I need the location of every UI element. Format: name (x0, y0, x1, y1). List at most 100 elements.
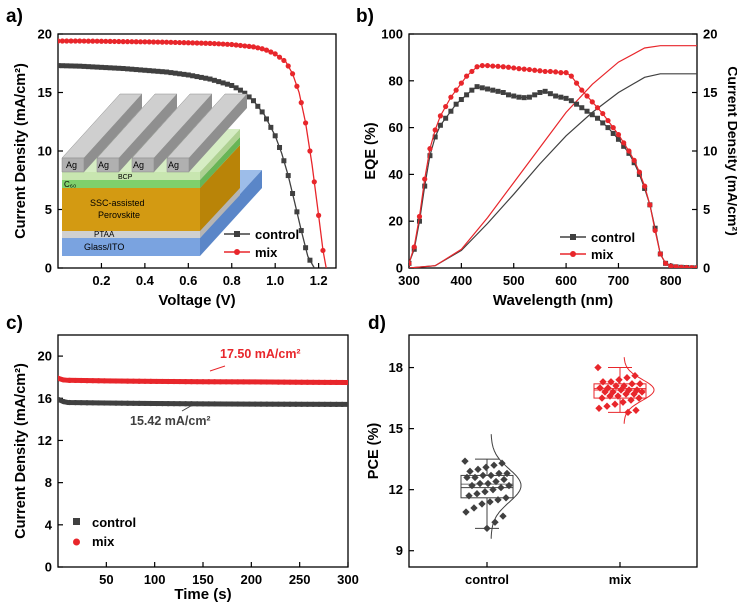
a-mix-point-5 (77, 38, 83, 44)
layer-perovskite-front (62, 188, 200, 231)
glass-ito-label: Glass/ITO (84, 242, 124, 252)
c-control-point-7 (96, 400, 102, 406)
a-control-point-8 (90, 64, 96, 70)
c-control-point-19 (165, 401, 171, 407)
d-mix-point-16 (601, 388, 609, 396)
panel-a-legend: control mix (224, 227, 299, 260)
a-control-point-20 (142, 67, 148, 73)
a-control-point-18 (133, 67, 139, 73)
b-mix-point-1 (411, 244, 417, 250)
c-mix-point-11 (119, 378, 125, 384)
a-control-point-25 (164, 69, 170, 75)
a-control-point-51 (277, 144, 283, 150)
c-mix-point-45 (316, 379, 322, 385)
b-control-point-18 (500, 90, 506, 95)
b-xtick-label-5: 800 (660, 273, 682, 288)
panel-c-ylabel: Current Density (mA/cm²) (13, 363, 29, 539)
d-ytick-label-3: 18 (389, 360, 403, 375)
a-mix-point-0 (58, 38, 61, 44)
b-mix-point-25 (537, 68, 543, 74)
b-control-point-35 (589, 112, 595, 118)
b-mix-point-4 (427, 146, 433, 152)
b-control-point-6 (437, 122, 443, 128)
d-control-point-6 (503, 469, 511, 478)
panel-b: 300 400 500 600 700 800 0 20 40 60 80 100 0 5 10 15 20… (363, 27, 737, 310)
legend-b-mix-marker (570, 251, 576, 257)
panel-b-frame (408, 33, 698, 269)
layer-c60-front (62, 180, 200, 188)
b-mix-point-53 (683, 264, 690, 268)
d-control-point-15 (476, 479, 484, 488)
b-right-ytick-label-0: 0 (703, 261, 710, 276)
c-control-point-14 (136, 400, 142, 406)
panel-d-ylabel: PCE (%) (366, 423, 382, 480)
panel-c-x-ticks: 50 100 150 200 250 300 (99, 562, 359, 587)
c-control-point-17 (154, 400, 160, 407)
d-xtick-label-0: control (465, 572, 509, 587)
bcp-label: BCP (118, 174, 133, 181)
b-control-point-9 (453, 101, 459, 107)
panel-d-boxes (460, 357, 655, 539)
d-control-point-20 (481, 488, 489, 496)
a-mix-point-56 (298, 100, 304, 106)
c-control-point-5 (84, 400, 90, 406)
c-mix-point-3 (72, 377, 78, 384)
b-mix-point-35 (589, 99, 595, 105)
b-ytick-label-4: 80 (389, 73, 403, 88)
a-control-point-33 (198, 74, 204, 80)
d-mix-point-3 (615, 376, 623, 384)
d-mix-point-21 (606, 392, 614, 400)
ag-label-2: Ag (98, 160, 109, 170)
d-control-point-4 (474, 465, 482, 473)
c-mix-point-38 (275, 379, 281, 385)
c-mix-point-1 (61, 377, 67, 383)
d-control-point-23 (502, 494, 510, 502)
a-control-point-27 (172, 70, 178, 76)
panel-a-y-ticks: 0 5 10 15 20 (38, 27, 63, 276)
b-control-point-12 (469, 87, 475, 93)
a-mix-point-32 (194, 40, 200, 46)
b-mix-point-28 (553, 69, 559, 75)
b-mix-point-7 (443, 103, 449, 110)
b-mix-point-51 (673, 264, 679, 268)
a-mix-point-2 (64, 38, 70, 44)
c-xtick-label-5: 300 (337, 572, 359, 587)
c-control-point-12 (125, 400, 131, 406)
c-mix-point-48 (333, 379, 339, 386)
a-mix-point-50 (272, 51, 278, 57)
b-mix-point-12 (469, 68, 475, 75)
d-control-point-31 (483, 524, 491, 533)
a-mix-point-41 (233, 42, 239, 48)
b-mix-point-47 (652, 227, 658, 234)
legend-c-mix-marker (73, 538, 80, 546)
a-mix-point-6 (81, 38, 87, 44)
a-control-point-35 (207, 76, 213, 82)
a-control-point-26 (168, 70, 174, 76)
d-mix-point-25 (619, 398, 627, 406)
c-xtick-label-2: 150 (192, 572, 214, 587)
d-xtick-label-1: mix (609, 572, 632, 587)
d-ytick-label-1: 12 (389, 482, 403, 497)
b-control-point-27 (547, 91, 553, 97)
b-control-point-33 (579, 105, 585, 111)
c-control-point-39 (281, 401, 287, 407)
c-control-point-3 (72, 399, 78, 406)
b-ytick-label-5: 100 (381, 27, 403, 42)
d-control-point-2 (490, 461, 498, 469)
layer-ptaa-side (200, 188, 240, 238)
d-control-point-24 (494, 496, 502, 504)
b-control-point-3 (422, 183, 428, 189)
b-integrated-control-line (409, 73, 697, 268)
b-control-point-22 (521, 95, 527, 101)
c-xtick-label-0: 50 (99, 572, 113, 587)
a-mix-point-42 (237, 42, 244, 49)
c-control-point-44 (310, 401, 316, 407)
c-control-point-43 (304, 401, 310, 407)
b-control-point-41 (621, 143, 627, 149)
b-mix-point-50 (668, 263, 674, 268)
b-mix-point-38 (605, 117, 611, 124)
a-control-point-4 (72, 63, 78, 69)
a-ytick-label-2: 10 (38, 144, 52, 159)
a-mix-point-29 (181, 40, 187, 46)
a-xtick-label-4: 1.0 (266, 273, 284, 288)
